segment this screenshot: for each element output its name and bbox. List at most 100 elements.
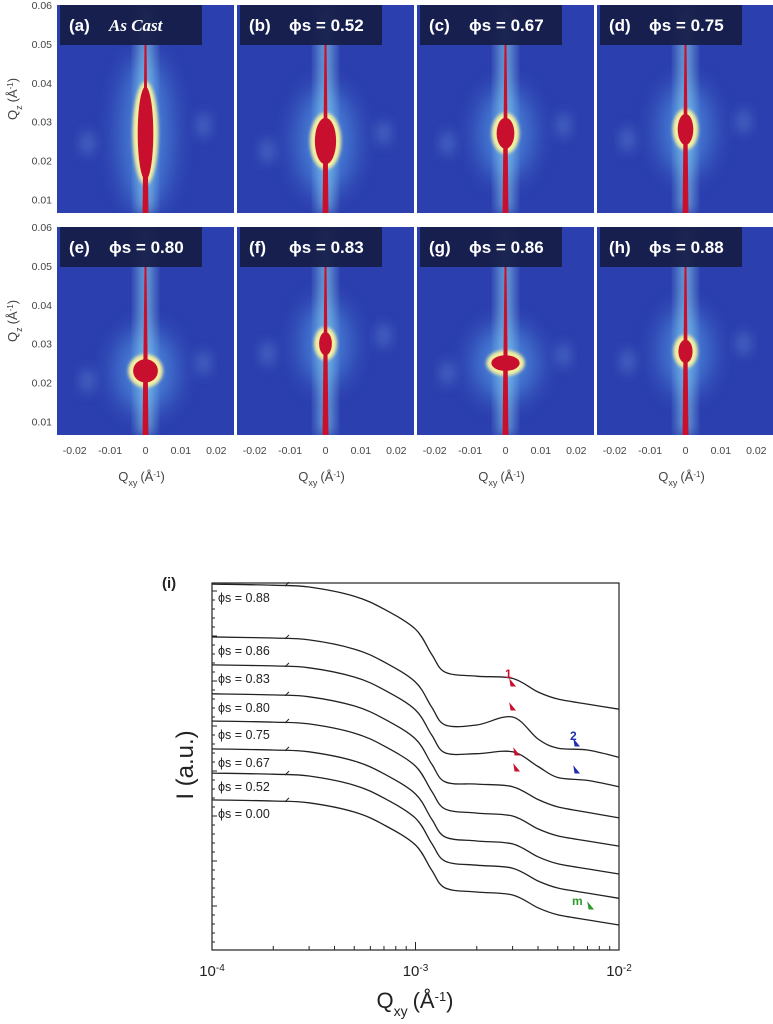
scattering-peak: [496, 117, 515, 149]
series-line-4: [211, 720, 620, 847]
curve-tick-mark: [284, 581, 290, 587]
scattering-peak: [678, 339, 693, 364]
side-spot: [376, 121, 391, 146]
x-tick-label: -0.02: [243, 445, 267, 457]
x-axis-label-part: ): [520, 469, 524, 484]
panel-tag: (f): [249, 238, 266, 257]
x-axis-label-part: (Å: [320, 469, 333, 484]
y-axis-label-part: ): [5, 78, 20, 82]
panel-label-box: [240, 227, 382, 267]
series-label: ϕs = 0.67: [218, 756, 270, 770]
y-tick-label: 0.03: [32, 339, 53, 351]
curve-tick-mark: [284, 662, 290, 668]
panel-tag: (d): [609, 16, 631, 35]
x-tick-label: -0.02: [603, 445, 627, 457]
x-axis-label: Qxy (Å-1): [376, 988, 453, 1019]
x-tick-label: 0.01: [531, 445, 552, 457]
y-axis-label: I (a.u.): [172, 730, 199, 799]
map-panel-g: (g) ϕs = 0.86: [417, 227, 594, 435]
panel-tag-i: (i): [162, 575, 176, 592]
x-axis-label-part: xy: [668, 478, 678, 488]
annotation-arrow-icon: [587, 901, 595, 910]
map-panel-b: (b) ϕs = 0.52: [237, 5, 414, 213]
panel-label: ϕs = 0.86: [469, 238, 544, 257]
annotation-label: m: [572, 894, 583, 908]
x-axis-label-part: xy: [308, 478, 318, 488]
y-axis-label-part: (Å: [5, 311, 20, 324]
scattering-peak: [137, 86, 154, 180]
y-tick-label: 0.05: [32, 261, 53, 273]
side-spot: [736, 109, 751, 134]
y-tick-label: 0.01: [32, 416, 53, 428]
annotation-arrow-icon: [513, 763, 521, 772]
x-axis-label-part: ): [446, 988, 453, 1013]
panel-label: ϕs = 0.83: [289, 238, 364, 257]
x-axis-label: Qxy (Å-1): [478, 469, 525, 488]
x-axis-label-part: xy: [128, 478, 138, 488]
annotation-arrow-icon: [573, 738, 581, 747]
panel-label-box: [420, 227, 562, 267]
series-line-0: [211, 583, 620, 710]
panel-label: ϕs = 0.80: [109, 238, 184, 257]
map-panel-h: (h) ϕs = 0.88: [597, 227, 773, 435]
y-tick-label: 0.01: [32, 194, 53, 206]
panel-label: ϕs = 0.52: [289, 16, 364, 35]
side-spot: [620, 127, 635, 152]
series-label: ϕs = 0.80: [218, 701, 270, 715]
x-tick-exp: -4: [216, 963, 225, 974]
panel-tag: (e): [69, 238, 90, 257]
side-spot: [80, 368, 95, 393]
y-axis-label-part: -1: [6, 304, 15, 312]
y-tick-label: 0.03: [32, 117, 53, 129]
x-tick-label: 10-4: [199, 963, 225, 981]
x-axis-label-part: Q: [658, 469, 668, 484]
series-label: ϕs = 0.83: [218, 672, 270, 686]
side-spot: [440, 131, 455, 156]
x-tick-label: 0.02: [206, 445, 227, 457]
x-axis-label-part: Q: [118, 469, 128, 484]
series-label: ϕs = 0.52: [218, 780, 270, 794]
y-axis-label-part: Q: [5, 332, 20, 342]
panel-tag: (a): [69, 16, 90, 35]
x-tick-label: 0: [683, 445, 689, 457]
x-axis-label-part: (Å: [680, 469, 693, 484]
x-tick-label: -0.01: [278, 445, 302, 457]
y-axis-label: Qz (Å-1): [5, 78, 24, 120]
x-tick-label: 10-2: [606, 963, 632, 981]
annotation-label: 1: [505, 667, 512, 681]
panel-tag: (c): [429, 16, 450, 35]
curve-tick-mark: [284, 718, 290, 724]
y-axis-label-part: z: [14, 327, 24, 332]
panel-label-box: [420, 5, 562, 45]
panel-label: ϕs = 0.88: [649, 238, 724, 257]
x-tick-label: 0.02: [566, 445, 587, 457]
panel-label-box: [60, 227, 202, 267]
map-panel-c: (c) ϕs = 0.67: [417, 5, 594, 213]
y-tick-label: 0.02: [32, 378, 53, 390]
scattering-peak: [133, 359, 158, 383]
panel-label-box: [600, 227, 742, 267]
series-line-3: [211, 693, 620, 819]
x-axis-label-part: ): [700, 469, 704, 484]
annotation-arrow-icon: [509, 678, 517, 687]
map-panel-a: (a) As Cast: [57, 5, 234, 213]
panel-label-box: [600, 5, 742, 45]
side-spot: [440, 361, 455, 386]
series-line-1: [211, 636, 620, 758]
x-tick-exp: -2: [623, 963, 632, 974]
annotation-label: 2: [570, 729, 577, 743]
scattering-peak: [491, 355, 520, 371]
specular-rod: [142, 265, 149, 435]
series-line-2: [211, 664, 620, 788]
x-tick-label: 0: [323, 445, 329, 457]
x-axis-label-part: (Å: [140, 469, 153, 484]
x-axis-label-part: xy: [394, 1003, 408, 1019]
series-label: ϕs = 0.86: [218, 644, 270, 658]
annotation-arrow-icon: [573, 765, 581, 774]
side-spot: [736, 331, 751, 356]
gisaxs-map-grid: (a) As Cast (b) ϕs = 0.52 (c) ϕs = 0.67 (d) ϕs …: [5, 0, 773, 488]
map-panel-e: (e) ϕs = 0.80: [57, 227, 234, 435]
y-tick-label: 0.06: [32, 222, 53, 234]
y-tick-label: 0.05: [32, 39, 53, 51]
